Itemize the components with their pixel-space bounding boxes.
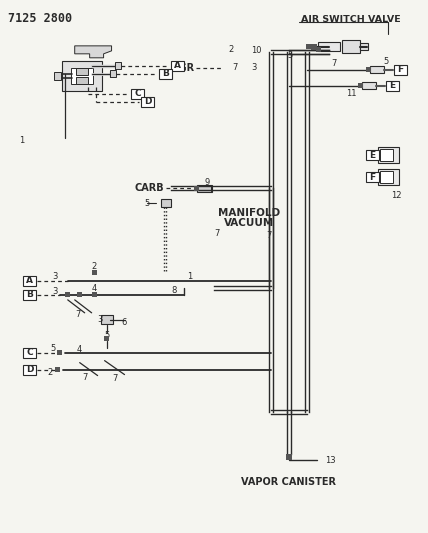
Text: 5: 5: [145, 199, 150, 208]
Text: 7: 7: [232, 63, 238, 72]
Polygon shape: [75, 46, 112, 58]
Text: 2: 2: [229, 45, 234, 54]
Bar: [24, 276, 36, 286]
Text: AIR SWITCH VALVE: AIR SWITCH VALVE: [301, 15, 401, 25]
Text: C: C: [134, 89, 141, 98]
Text: A: A: [27, 277, 33, 286]
Text: D: D: [144, 97, 151, 106]
Bar: [369, 66, 383, 73]
Bar: [141, 96, 154, 107]
Text: D: D: [26, 365, 34, 374]
Bar: [377, 148, 399, 164]
Bar: [24, 365, 36, 375]
Bar: [57, 350, 62, 355]
Bar: [380, 149, 393, 161]
Bar: [76, 77, 88, 84]
Bar: [360, 43, 368, 50]
Bar: [159, 69, 172, 79]
Bar: [55, 367, 60, 372]
Bar: [104, 336, 109, 341]
Bar: [24, 290, 36, 300]
Text: 4: 4: [92, 285, 97, 293]
Text: 8: 8: [172, 286, 177, 295]
Text: 3: 3: [97, 316, 102, 324]
Text: 5: 5: [287, 51, 292, 60]
Bar: [306, 44, 311, 50]
Text: EGR: EGR: [172, 63, 194, 73]
Bar: [62, 61, 101, 91]
Text: 10: 10: [251, 46, 261, 55]
Bar: [394, 65, 407, 75]
Bar: [92, 293, 97, 297]
Bar: [197, 185, 212, 192]
Text: 7125 2800: 7125 2800: [8, 12, 72, 25]
Text: 7: 7: [266, 231, 272, 240]
Text: F: F: [369, 173, 376, 182]
Text: 7: 7: [75, 310, 80, 319]
Bar: [101, 316, 113, 324]
Text: MANIFOLD: MANIFOLD: [218, 208, 280, 218]
Bar: [311, 44, 317, 50]
Bar: [194, 186, 199, 191]
Bar: [286, 454, 292, 461]
Bar: [76, 68, 88, 75]
Text: 13: 13: [325, 456, 336, 465]
Bar: [24, 348, 36, 358]
Bar: [342, 41, 360, 53]
Text: 1: 1: [187, 272, 192, 281]
Text: F: F: [397, 65, 404, 74]
Text: 5: 5: [104, 331, 109, 340]
Text: 2: 2: [91, 262, 96, 271]
Bar: [171, 61, 184, 71]
Text: 7: 7: [82, 373, 87, 382]
Text: A: A: [174, 61, 181, 70]
Text: CARB: CARB: [135, 183, 164, 193]
Bar: [386, 80, 399, 91]
Bar: [380, 172, 393, 183]
Text: 3: 3: [52, 287, 57, 296]
Text: 12: 12: [391, 191, 402, 200]
Text: 5: 5: [50, 344, 55, 353]
Text: 7: 7: [214, 229, 220, 238]
Bar: [366, 172, 379, 182]
Bar: [77, 293, 82, 297]
Text: 7: 7: [112, 374, 117, 383]
Bar: [318, 42, 340, 51]
Bar: [362, 82, 375, 89]
Text: 9: 9: [205, 178, 210, 187]
Bar: [92, 270, 97, 276]
Text: B: B: [27, 290, 33, 300]
Text: 3: 3: [52, 272, 57, 281]
Text: E: E: [369, 151, 376, 160]
Bar: [366, 150, 379, 160]
Text: 3: 3: [251, 63, 257, 72]
Bar: [71, 68, 92, 84]
Bar: [366, 67, 371, 72]
Text: 2: 2: [47, 368, 53, 377]
Text: 6: 6: [122, 318, 127, 327]
Bar: [161, 199, 171, 207]
Text: 4: 4: [77, 345, 82, 354]
Bar: [110, 70, 116, 77]
Text: 1: 1: [19, 136, 24, 145]
Bar: [316, 47, 321, 52]
Text: 5: 5: [384, 57, 389, 66]
Text: E: E: [389, 81, 395, 90]
Text: C: C: [27, 348, 33, 357]
Text: VACUUM: VACUUM: [224, 218, 274, 228]
Text: 11: 11: [346, 89, 357, 98]
Bar: [358, 83, 363, 88]
Text: 7: 7: [331, 59, 336, 68]
Text: B: B: [162, 69, 169, 78]
Text: VAPOR CANISTER: VAPOR CANISTER: [241, 477, 336, 487]
Bar: [131, 88, 144, 99]
Bar: [377, 169, 399, 185]
Bar: [65, 293, 70, 297]
Bar: [54, 72, 61, 80]
Bar: [115, 62, 121, 69]
